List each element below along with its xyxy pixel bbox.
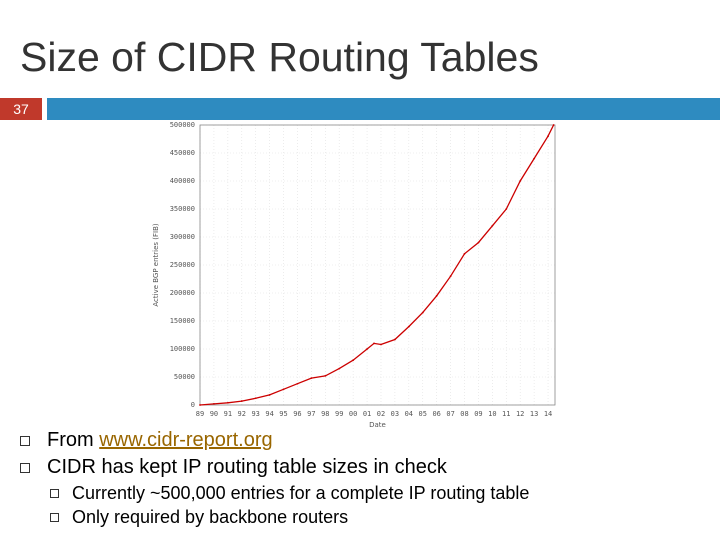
bullet-square-icon (20, 436, 30, 446)
data-point (254, 397, 257, 400)
data-point (519, 180, 522, 182)
x-tick-label: 95 (279, 410, 287, 418)
sub-bullet-text: Currently ~500,000 entries for a complet… (72, 483, 530, 503)
slide-number: 37 (0, 98, 42, 120)
x-tick-label: 92 (238, 410, 246, 418)
data-point (240, 400, 243, 402)
y-tick-label: 50000 (174, 373, 195, 381)
x-tick-label: 14 (544, 410, 552, 418)
data-point (463, 252, 466, 255)
x-axis-label: Date (369, 421, 386, 429)
data-point (352, 359, 355, 362)
y-tick-label: 400000 (170, 177, 195, 185)
x-tick-label: 08 (460, 410, 468, 418)
x-tick-label: 05 (419, 410, 427, 418)
x-tick-label: 98 (321, 410, 329, 418)
routing-table-chart: 0 50000 100000 150000 200000 250000 300000 3500… (152, 121, 556, 429)
x-tick-label: 91 (224, 410, 232, 418)
plot-frame (199, 124, 556, 406)
data-point (338, 367, 341, 370)
data-point (226, 401, 229, 404)
data-point (199, 404, 201, 406)
bullet-square-icon (50, 489, 59, 498)
series-line (199, 124, 555, 406)
y-tick-label: 150000 (170, 317, 195, 325)
bullet-text: From www.cidr-report.org (47, 427, 273, 454)
data-point (373, 342, 375, 345)
data-point (505, 208, 508, 210)
data-point (421, 311, 424, 314)
data-point (296, 382, 299, 385)
data-point (477, 241, 480, 244)
x-tick-label: 11 (502, 410, 510, 418)
data-point (268, 394, 271, 396)
x-tick-label: 12 (516, 410, 524, 418)
x-tick-label: 04 (405, 410, 413, 418)
data-point (310, 377, 313, 380)
bullet-item: CIDR has kept IP routing table sizes in … (20, 454, 710, 481)
y-tick-label: 200000 (170, 289, 195, 297)
sub-bullet-item: Only required by backbone routers (50, 505, 710, 529)
x-tick-label: 09 (474, 410, 482, 418)
data-point (435, 294, 438, 297)
data-point (449, 275, 452, 278)
y-axis-label: Active BGP entries (FIB) (152, 223, 160, 307)
x-tick-label: 06 (432, 410, 440, 418)
x-tick-label: 99 (335, 410, 343, 418)
y-tick-label: 450000 (170, 149, 195, 157)
bullet-square-icon (50, 513, 59, 522)
bullet-prefix: From (47, 429, 100, 451)
x-tick-label: 94 (265, 410, 273, 418)
x-tick-label: 97 (307, 410, 315, 418)
slide-title: Size of CIDR Routing Tables (20, 34, 539, 80)
bullet-item: From www.cidr-report.org (20, 427, 710, 454)
x-tick-label: 03 (391, 410, 399, 418)
cidr-report-link[interactable]: www.cidr-report.org (99, 429, 273, 451)
data-point (366, 348, 368, 350)
bullet-square-icon (20, 463, 30, 473)
y-tick-label: 300000 (170, 233, 195, 241)
data-point (282, 388, 285, 391)
x-tick-label: 13 (530, 410, 538, 418)
x-tick-label: 93 (251, 410, 259, 418)
data-point (380, 343, 382, 346)
data-point (547, 135, 549, 138)
y-tick-label: 350000 (170, 205, 195, 213)
data-point (394, 338, 396, 341)
y-tick-label: 100000 (170, 345, 195, 353)
data-point (491, 224, 494, 227)
y-tick-label: 0 (191, 401, 195, 409)
data-point (407, 325, 410, 328)
x-tick-label: 02 (377, 410, 385, 418)
x-tick-label: 96 (293, 410, 301, 418)
x-tick-label: 90 (210, 410, 218, 418)
header-bar (47, 98, 720, 120)
y-tick-label: 250000 (170, 261, 195, 269)
sub-bullet-item: Currently ~500,000 entries for a complet… (50, 481, 710, 505)
bullet-text: CIDR has kept IP routing table sizes in … (47, 456, 447, 478)
data-point (324, 374, 327, 377)
data-point (533, 157, 536, 160)
x-tick-label: 00 (349, 410, 357, 418)
bullet-list: From www.cidr-report.org CIDR has kept I… (20, 427, 710, 529)
data-point (213, 402, 215, 405)
x-tick-label: 07 (446, 410, 454, 418)
data-point (552, 124, 555, 126)
x-tick-label: 89 (196, 410, 204, 418)
sub-bullet-text: Only required by backbone routers (72, 507, 349, 527)
x-tick-label: 10 (488, 410, 496, 418)
x-tick-label: 01 (363, 410, 371, 418)
y-tick-label: 500000 (170, 121, 195, 129)
